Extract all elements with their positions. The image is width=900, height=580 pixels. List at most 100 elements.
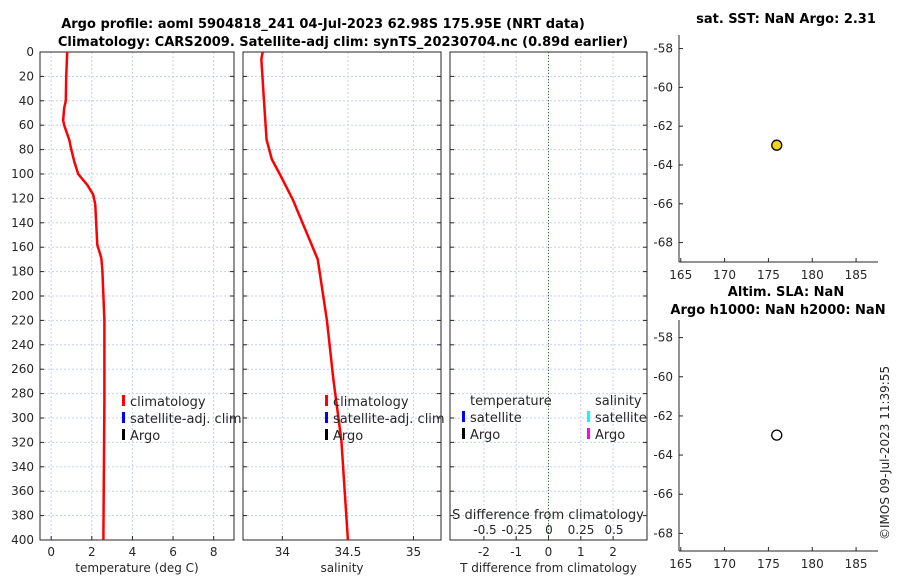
legend-label: satellite xyxy=(470,411,522,426)
y-tick-label: -62 xyxy=(653,119,673,133)
x-tick-label: 170 xyxy=(713,268,736,282)
series-climatology xyxy=(260,51,350,541)
legend-swatch xyxy=(325,429,328,440)
legend-swatch xyxy=(587,428,590,439)
y-tick-label: 240 xyxy=(11,338,34,352)
x-tick-label: 35 xyxy=(406,545,421,559)
y-tick-label: 200 xyxy=(11,289,34,303)
x-axis-label: temperature (deg C) xyxy=(75,561,198,575)
y-tick-label: 260 xyxy=(11,362,34,376)
y-tick-label: 140 xyxy=(11,216,34,230)
y-tick-label: -66 xyxy=(653,487,673,501)
y-tick-label: 360 xyxy=(11,484,34,498)
x-tick-label: 180 xyxy=(801,268,824,282)
y-tick-label: 20 xyxy=(19,69,34,83)
legend-swatch xyxy=(462,428,465,439)
y-tick-label: -62 xyxy=(653,409,673,423)
y-tick-label: 320 xyxy=(11,435,34,449)
y-tick-label: 80 xyxy=(19,143,34,157)
map-title: sat. SST: NaN Argo: 2.31 xyxy=(696,12,876,27)
sla-map-panel: 165 170 175 180 185 -58 -60 -62 -64 -66 -68 Altim. … xyxy=(653,285,885,571)
x2-tick-label: 0 xyxy=(545,523,553,537)
x-tick-label: 175 xyxy=(757,268,780,282)
y-tick-label: 280 xyxy=(11,387,34,401)
y-tick-label: 60 xyxy=(19,118,34,132)
temperature-panel: 0 2 4 6 802040608010012014016018020022024026… xyxy=(11,45,242,575)
x2-axis-label: S difference from climatology xyxy=(452,508,644,523)
y-tick-label: 0 xyxy=(26,45,34,59)
map-title: Altim. SLA: NaN xyxy=(728,285,844,300)
profile-location-marker xyxy=(771,139,783,151)
imos-watermark: ©IMOS 09-Jul-2023 11:39:55 xyxy=(878,366,892,540)
difference-panel: -2 -1 0 1 2 T difference from climatology S di… xyxy=(449,51,648,575)
x-tick-label: 1 xyxy=(577,545,585,559)
y-tick-label: 120 xyxy=(11,191,34,205)
y-tick-label: 220 xyxy=(11,313,34,327)
legend-swatch xyxy=(122,395,125,406)
y-tick-label: 180 xyxy=(11,265,34,279)
legend-swatch xyxy=(462,411,465,422)
x-tick-label: -1 xyxy=(510,545,522,559)
legend-label: Argo xyxy=(470,428,500,443)
x2-tick-label: -0.5 xyxy=(473,523,496,537)
x-tick-label: 180 xyxy=(801,557,824,571)
x2-tick-label: -0.25 xyxy=(501,523,532,537)
figure-title-line1: Argo profile: aoml 5904818_241 04-Jul-20… xyxy=(61,17,585,32)
y-tick-label: -60 xyxy=(653,370,673,384)
legend-label: climatology xyxy=(333,395,409,410)
y-tick-label: -64 xyxy=(653,448,673,462)
legend-swatch xyxy=(325,395,328,406)
legend-label: climatology xyxy=(130,395,206,410)
y-tick-label: -58 xyxy=(653,42,673,56)
x-axis-label: salinity xyxy=(320,561,363,575)
legend-label: satellite xyxy=(595,411,647,426)
y-tick-label: 340 xyxy=(11,460,34,474)
y-tick-label: 160 xyxy=(11,240,34,254)
x-tick-label: 165 xyxy=(669,557,692,571)
legend-label: satellite-adj. clim xyxy=(130,412,242,427)
x-tick-label: 175 xyxy=(757,557,780,571)
legend-label: Argo xyxy=(130,429,160,444)
x-tick-label: 185 xyxy=(845,268,868,282)
x-tick-label: -2 xyxy=(478,545,490,559)
y-tick-label: -68 xyxy=(653,236,673,250)
sst-map-panel: 165 170 175 180 185 -58 -60 -62 -64 -66 -68 sat. SS… xyxy=(653,12,878,282)
legend-swatch xyxy=(325,412,328,423)
legend-label: Argo xyxy=(595,428,625,443)
series-climatology xyxy=(61,51,106,541)
legend-swatch xyxy=(122,412,125,423)
x-tick-label: 4 xyxy=(129,545,137,559)
figure-title-line2: Climatology: CARS2009. Satellite-adj cli… xyxy=(58,35,628,50)
x2-tick-label: 0.5 xyxy=(604,523,623,537)
y-tick-label: 100 xyxy=(11,167,34,181)
y-tick-label: -58 xyxy=(653,331,673,345)
legend-swatch xyxy=(587,411,590,422)
legend-header-temperature: temperature xyxy=(470,394,552,409)
legend-label: satellite-adj. clim xyxy=(333,412,445,427)
x-tick-label: 34 xyxy=(275,545,290,559)
y-tick-label: -64 xyxy=(653,158,673,172)
y-tick-label: -68 xyxy=(653,526,673,540)
legend-swatch xyxy=(122,429,125,440)
x-tick-label: 185 xyxy=(845,557,868,571)
salinity-panel: 34 34.5 35 salinity climatology satellite-adj… xyxy=(242,51,445,575)
legend-header-salinity: salinity xyxy=(595,394,642,409)
y-tick-label: 300 xyxy=(11,411,34,425)
legend-label: Argo xyxy=(333,429,363,444)
y-tick-label: -60 xyxy=(653,80,673,94)
x-tick-label: 170 xyxy=(713,557,736,571)
x-tick-label: 2 xyxy=(609,545,617,559)
x-tick-label: 0 xyxy=(545,545,553,559)
x-tick-label: 2 xyxy=(88,545,96,559)
x-tick-label: 8 xyxy=(210,545,218,559)
x-axis-label: T difference from climatology xyxy=(459,561,637,575)
map-title-2: Argo h1000: NaN h2000: NaN xyxy=(670,303,885,318)
x-tick-label: 34.5 xyxy=(335,545,362,559)
y-tick-label: 380 xyxy=(11,509,34,523)
y-tick-label: 40 xyxy=(19,94,34,108)
x-tick-label: 0 xyxy=(47,545,55,559)
x-tick-label: 165 xyxy=(669,268,692,282)
x-tick-label: 6 xyxy=(169,545,177,559)
